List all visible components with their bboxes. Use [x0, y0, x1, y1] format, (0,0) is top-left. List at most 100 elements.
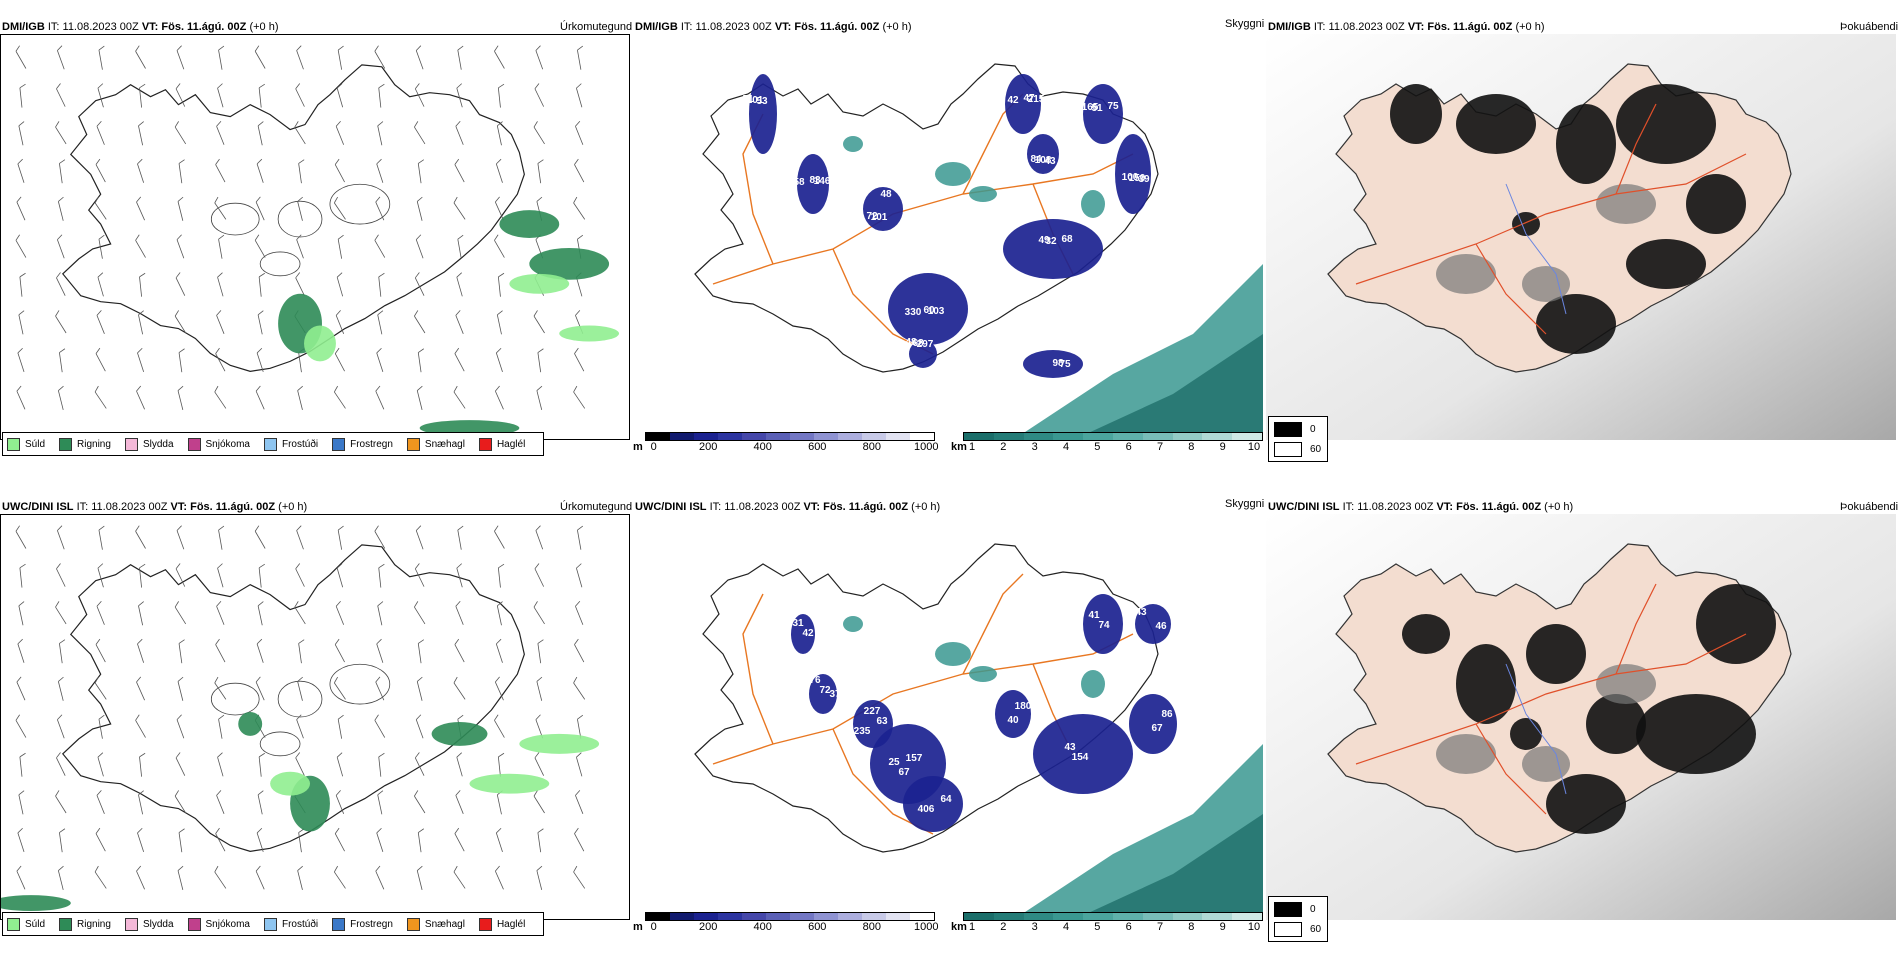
wind-barb	[216, 310, 225, 334]
wind-barb	[55, 790, 67, 814]
wind-barb	[455, 310, 464, 334]
wind-barb	[457, 45, 464, 70]
low-visibility-area	[969, 666, 997, 682]
wind-barb	[333, 385, 346, 409]
panel-title: Þokuábendi	[1840, 21, 1899, 33]
fog-legend-swatch	[1274, 442, 1302, 457]
vt-label: VT:	[1436, 501, 1454, 513]
panel-header: DMI/IGB IT: 11.08.2023 00Z VT: Fös. 11.á…	[635, 21, 911, 33]
wind-barb	[295, 83, 305, 107]
wind-barb	[377, 601, 384, 626]
legend-label: Haglél	[496, 918, 526, 930]
partial-fog-area	[1596, 184, 1656, 224]
wind-barb	[94, 385, 107, 409]
colorbar-tick: 200	[699, 921, 718, 933]
wind-barb	[296, 234, 304, 259]
cloud-base-value: 42	[1007, 95, 1019, 106]
wind-barb	[414, 272, 425, 296]
wind-barb	[94, 676, 107, 700]
wind-barb	[533, 790, 545, 814]
wind-barb	[535, 525, 544, 550]
wind-barb	[494, 676, 504, 701]
fog-legend-value: 60	[1310, 444, 1322, 455]
valid-time: Fös. 11.ágú. 00Z	[1427, 21, 1513, 33]
wind-barb	[138, 601, 144, 626]
vt-label: VT:	[803, 501, 821, 513]
fog-area	[1626, 239, 1706, 289]
init-time: IT: 11.08.2023 00Z	[709, 501, 801, 513]
init-time: IT: 11.08.2023 00Z	[76, 501, 168, 513]
wind-barb	[375, 865, 385, 890]
cloud-base-value: 48	[880, 189, 892, 200]
wind-barb	[216, 601, 225, 625]
wind-barb	[218, 45, 225, 70]
fog-area	[1510, 718, 1542, 750]
coastline	[61, 544, 525, 852]
wind-barb	[59, 348, 66, 373]
colorbar-tick: 1000	[914, 921, 939, 933]
wind-barb	[414, 83, 425, 107]
wind-barb	[257, 121, 264, 146]
lead-time: (+0 h)	[1544, 501, 1574, 513]
wind-barb	[254, 45, 266, 69]
fog-legend-swatch	[1274, 422, 1302, 437]
road	[832, 248, 934, 355]
wind-barb	[374, 234, 386, 258]
partial-fog-area	[1522, 746, 1570, 782]
cloud-base-value: 76	[809, 675, 821, 686]
cloud-base-value: 31	[792, 618, 804, 629]
wind-barb	[255, 196, 265, 221]
wind-barb	[577, 45, 584, 70]
legend-label: Rigning	[77, 438, 111, 450]
low-cloud-base-area	[797, 154, 829, 214]
cloud-base-value: 86	[1161, 709, 1173, 720]
legend-item: Slydda	[124, 437, 174, 451]
glacier-outline	[329, 663, 391, 705]
wind-barb	[174, 790, 187, 814]
cloud-base-value: 43	[1044, 156, 1056, 167]
wind-barb	[575, 601, 584, 625]
legend-item: Rigning	[59, 437, 111, 451]
wind-barb	[377, 790, 384, 815]
colorbar-tick: 200	[699, 441, 718, 453]
colorbar-tick: 10	[1247, 441, 1261, 453]
colorbar-tick: 8	[1188, 441, 1195, 453]
wind-barb	[573, 676, 586, 700]
wind-barb	[16, 385, 26, 410]
colorbar-tick: 2	[1000, 921, 1007, 933]
glacier-outline	[277, 200, 323, 238]
glacier-outline	[277, 680, 323, 718]
wind-barb	[15, 45, 27, 69]
visibility-colorbar: km 1 2 3 4 5 6 7 8 9 10	[951, 912, 1263, 934]
cloud-base-value: 215	[1028, 94, 1045, 105]
cloud-base-value: 60	[923, 305, 935, 316]
wind-barb	[135, 525, 146, 549]
wind-barb	[533, 310, 545, 334]
wind-barb	[533, 121, 545, 145]
colorbar-tick: 400	[753, 921, 772, 933]
wind-barb	[415, 45, 424, 70]
legend-label: Frostregn	[350, 918, 393, 930]
lead-time: (+0 h)	[278, 501, 308, 513]
cloud-base-value: 40	[1007, 715, 1019, 726]
precip-area	[1, 895, 71, 912]
colorbar-tick: 3	[1031, 441, 1038, 453]
wind-barb	[494, 385, 504, 410]
wind-barb	[414, 121, 426, 145]
cloud-base-value: 75	[1059, 359, 1071, 370]
wind-barb	[336, 752, 344, 777]
cloud-base-value: 51	[1091, 103, 1103, 114]
wind-barb	[415, 525, 424, 550]
cloud-base-value: 74	[1098, 620, 1110, 631]
cloud-base-value: 32	[1045, 236, 1057, 247]
cloud-base-value: 68	[912, 338, 924, 349]
wind-barb	[176, 234, 185, 259]
wind-barb	[15, 525, 27, 549]
colorbar-tick: 6	[1125, 441, 1132, 453]
wind-barb	[574, 347, 585, 372]
wind-barb	[374, 45, 386, 69]
road	[712, 633, 1134, 765]
wind-barb	[494, 714, 505, 738]
wind-barb	[416, 865, 423, 890]
low-cloud-base-area	[909, 340, 937, 368]
